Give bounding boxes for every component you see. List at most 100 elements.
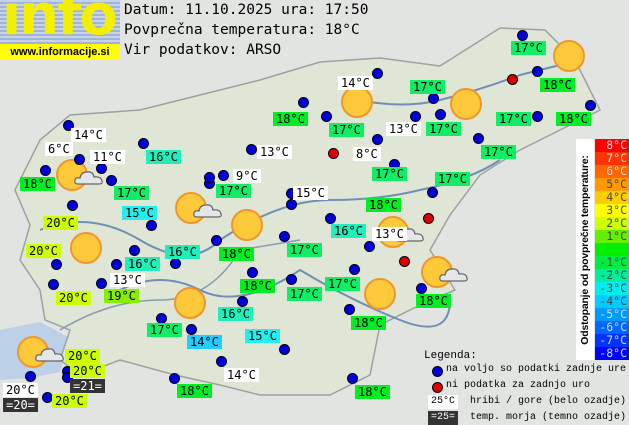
temperature-label: 17°C — [481, 145, 516, 159]
temperature-label: 17°C — [410, 80, 445, 94]
temperature-label: 16°C — [218, 307, 253, 321]
station-dot-no-data[interactable] — [328, 148, 339, 159]
station-dot[interactable] — [246, 144, 257, 155]
red-dot-icon — [432, 382, 443, 393]
cloud-icon — [35, 346, 65, 362]
temperature-label: 17°C — [372, 167, 407, 181]
site-logo[interactable]: info www.informacije.si — [0, 0, 120, 60]
station-dot[interactable] — [298, 97, 309, 108]
station-dot[interactable] — [435, 109, 446, 120]
cloud-icon — [439, 266, 469, 282]
station-dot[interactable] — [111, 259, 122, 270]
temperature-label: 9°C — [233, 169, 261, 183]
temperature-label: 13°C — [386, 122, 421, 136]
station-dot[interactable] — [364, 241, 375, 252]
station-dot[interactable] — [473, 133, 484, 144]
cloud-icon — [193, 202, 223, 218]
station-dot[interactable] — [211, 235, 222, 246]
scale-row: -2°C — [595, 269, 629, 282]
station-dot[interactable] — [237, 296, 248, 307]
temperature-label: 17°C — [287, 287, 322, 301]
legend-blue-text: na voljo so podatki zadnje ure — [446, 364, 627, 375]
station-dot-no-data[interactable] — [399, 256, 410, 267]
temperature-label: 20°C — [52, 394, 87, 408]
temperature-label: 15°C — [122, 206, 157, 220]
station-dot[interactable] — [170, 258, 181, 269]
scale-row: -8°C — [595, 347, 629, 360]
station-dot[interactable] — [25, 371, 36, 382]
station-dot[interactable] — [96, 278, 107, 289]
station-dot[interactable] — [186, 324, 197, 335]
cloud-icon — [74, 169, 104, 185]
station-dot[interactable] — [138, 138, 149, 149]
station-dot[interactable] — [347, 373, 358, 384]
station-dot[interactable] — [279, 344, 290, 355]
temperature-label: 18°C — [556, 112, 591, 126]
sun-icon — [70, 232, 102, 264]
temperature-label: 17°C — [426, 122, 461, 136]
slovenia-territory — [14, 27, 602, 396]
temperature-label: 18°C — [355, 385, 390, 399]
station-dot[interactable] — [204, 172, 215, 183]
legend-sea-sample: =25= — [428, 411, 459, 425]
temperature-label: 8°C — [353, 147, 381, 161]
temperature-label: 20°C — [26, 244, 61, 258]
temperature-label: 14°C — [224, 368, 259, 382]
temperature-label: 15°C — [245, 329, 280, 343]
temperature-label: 18°C — [366, 198, 401, 212]
scale-row: -5°C — [595, 308, 629, 321]
station-dot[interactable] — [279, 231, 290, 242]
temperature-label: 20°C — [65, 349, 100, 363]
station-dot[interactable] — [106, 175, 117, 186]
station-dot[interactable] — [427, 187, 438, 198]
station-dot-no-data[interactable] — [507, 74, 518, 85]
scale-row: 2°C — [595, 217, 629, 230]
scale-row: 3°C — [595, 204, 629, 217]
station-dot[interactable] — [51, 259, 62, 270]
temperature-label: 13°C — [257, 145, 292, 159]
station-dot[interactable] — [74, 154, 85, 165]
station-dot[interactable] — [169, 373, 180, 384]
station-dot[interactable] — [349, 264, 360, 275]
temperature-label: 17°C — [329, 123, 364, 137]
station-dot[interactable] — [372, 68, 383, 79]
temperature-label: 17°C — [287, 243, 322, 257]
station-dot[interactable] — [63, 120, 74, 131]
logo-url[interactable]: www.informacije.si — [0, 44, 120, 60]
road — [59, 239, 301, 331]
temperature-label: =20= — [3, 398, 38, 412]
temperature-label: 6°C — [45, 142, 73, 156]
station-dot[interactable] — [321, 111, 332, 122]
station-dot[interactable] — [40, 165, 51, 176]
temperature-label: 17°C — [114, 186, 149, 200]
legend-red-text: ni podatka za zadnjo uro — [446, 380, 591, 391]
station-dot[interactable] — [532, 66, 543, 77]
station-dot[interactable] — [216, 356, 227, 367]
station-dot[interactable] — [286, 274, 297, 285]
station-dot[interactable] — [247, 267, 258, 278]
station-dot[interactable] — [96, 163, 107, 174]
station-dot[interactable] — [532, 111, 543, 122]
station-dot[interactable] — [428, 93, 439, 104]
station-dot[interactable] — [410, 111, 421, 122]
blue-dot-icon — [432, 366, 443, 377]
temperature-label: 20°C — [3, 383, 38, 397]
station-dot[interactable] — [218, 170, 229, 181]
station-dot[interactable] — [146, 220, 157, 231]
temperature-label: 17°C — [435, 172, 470, 186]
station-dot[interactable] — [344, 304, 355, 315]
station-dot[interactable] — [585, 100, 596, 111]
station-dot[interactable] — [325, 213, 336, 224]
station-dot[interactable] — [286, 199, 297, 210]
station-dot[interactable] — [372, 134, 383, 145]
temperature-label: 17°C — [216, 184, 251, 198]
scale-title-box: Odstopanje od povprečne temperature: — [576, 139, 594, 360]
station-dot[interactable] — [517, 30, 528, 41]
station-dot[interactable] — [67, 200, 78, 211]
station-dot[interactable] — [416, 283, 427, 294]
station-dot-no-data[interactable] — [423, 213, 434, 224]
sun-icon — [231, 209, 263, 241]
station-dot[interactable] — [48, 279, 59, 290]
legend-title: Legenda: — [424, 350, 477, 362]
station-dot[interactable] — [129, 245, 140, 256]
